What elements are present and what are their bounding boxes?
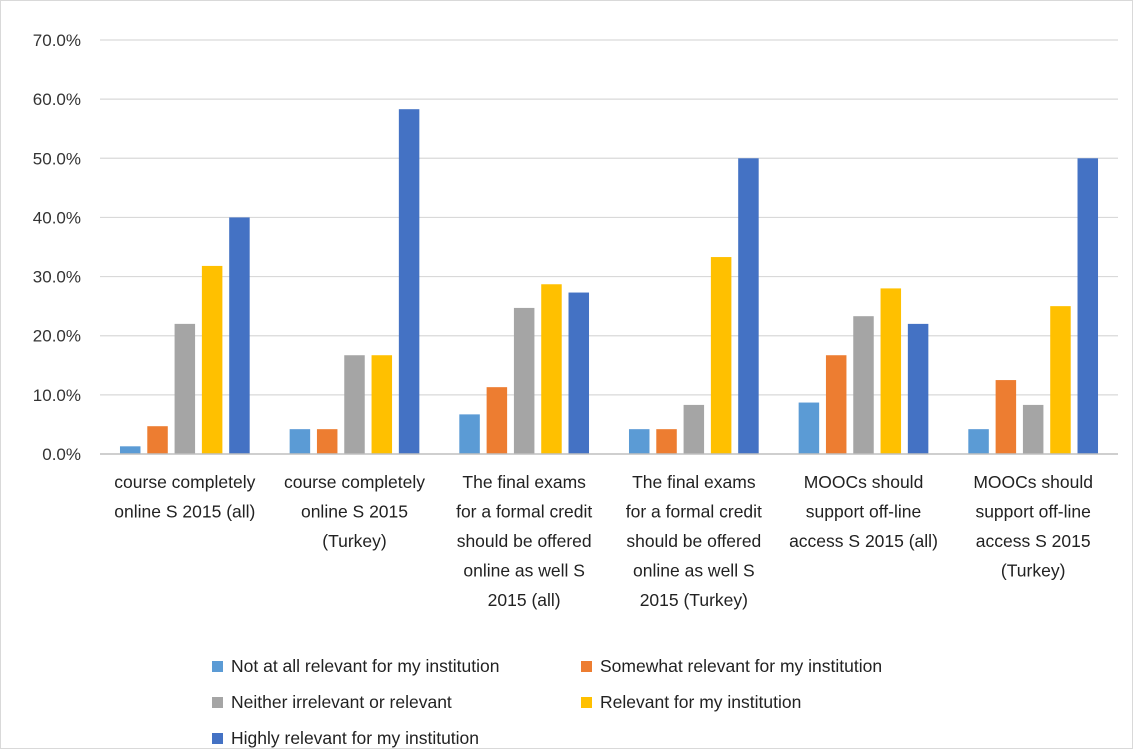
legend-label: Somewhat relevant for my institution xyxy=(600,656,883,676)
legend-item-somewhat-relevant: Somewhat relevant for my institution xyxy=(581,656,882,677)
x-category-label: MOOCs should xyxy=(804,472,924,492)
bar-series1-cat1 xyxy=(316,429,338,454)
bar-series3-cat4 xyxy=(880,288,902,454)
bar-series2-cat2 xyxy=(513,307,535,454)
bar-series4-cat1 xyxy=(398,109,420,454)
x-category-label: access S 2015 xyxy=(976,531,1091,551)
legend-swatch xyxy=(581,661,592,672)
x-category-label: (Turkey) xyxy=(322,531,387,551)
y-tick-label: 40.0% xyxy=(33,208,81,227)
y-tick-label: 50.0% xyxy=(33,149,81,168)
x-category-label: online as well S xyxy=(463,561,585,581)
bar-series0-cat3 xyxy=(628,429,650,454)
x-category-label: online S 2015 xyxy=(301,502,408,522)
y-tick-label: 0.0% xyxy=(42,445,81,464)
x-category-label: for a formal credit xyxy=(626,502,762,522)
bar-series0-cat2 xyxy=(459,414,480,454)
x-category-label: MOOCs should xyxy=(973,472,1093,492)
bar-series2-cat5 xyxy=(1022,404,1044,454)
bar-series3-cat0 xyxy=(201,265,223,454)
bar-series3-cat2 xyxy=(541,284,562,454)
x-category-label: for a formal credit xyxy=(456,502,592,522)
legend-item-not-at-all-relevant: Not at all relevant for my institution xyxy=(212,656,499,677)
legend-item-relevant: Relevant for my institution xyxy=(581,692,801,713)
y-tick-label: 20.0% xyxy=(33,327,81,346)
x-category-label: access S 2015 (all) xyxy=(789,531,938,551)
legend-label: Relevant for my institution xyxy=(600,692,802,712)
legend-swatch xyxy=(212,697,223,708)
x-category-label: should be offered xyxy=(626,531,761,551)
bar-series0-cat1 xyxy=(289,429,311,454)
bar-series1-cat3 xyxy=(656,429,677,454)
x-category-label: online as well S xyxy=(633,561,755,581)
bar-series3-cat1 xyxy=(371,355,393,454)
bar-series0-cat5 xyxy=(968,429,989,454)
bar-series4-cat2 xyxy=(568,292,590,454)
bar-series4-cat3 xyxy=(738,158,759,455)
x-category-label: 2015 (all) xyxy=(488,590,561,610)
legend-swatch xyxy=(581,697,592,708)
bar-series3-cat5 xyxy=(1050,306,1071,454)
bar-series1-cat5 xyxy=(995,380,1017,454)
y-tick-label: 60.0% xyxy=(33,90,81,109)
x-category-label: course completely xyxy=(114,472,255,492)
bar-series2-cat1 xyxy=(344,355,365,454)
y-tick-label: 10.0% xyxy=(33,386,81,405)
bar-series4-cat5 xyxy=(1077,158,1099,455)
gridlines xyxy=(100,39,1118,396)
legend-label: Highly relevant for my institution xyxy=(231,728,480,748)
bar-series2-cat0 xyxy=(174,323,196,454)
legend-item-neither: Neither irrelevant or relevant xyxy=(212,692,452,713)
x-category-label: online S 2015 (all) xyxy=(114,502,255,522)
x-category-label: (Turkey) xyxy=(1001,561,1066,581)
bar-series0-cat4 xyxy=(798,402,820,454)
bar-series2-cat4 xyxy=(853,316,874,454)
legend-label: Not at all relevant for my institution xyxy=(231,656,500,676)
legend-label: Neither irrelevant or relevant xyxy=(231,692,452,712)
legend-swatch xyxy=(212,733,223,744)
bar-series2-cat3 xyxy=(683,404,705,454)
y-tick-label: 70.0% xyxy=(33,31,81,50)
bar-series4-cat0 xyxy=(229,217,250,454)
y-axis-ticks: 0.0% 10.0% 20.0% 30.0% 40.0% 50.0% 60.0% 70.0% xyxy=(33,31,81,464)
legend-swatch xyxy=(212,661,223,672)
x-axis-labels: course completely online S 2015 (all) cour… xyxy=(114,472,1093,610)
bar-series0-cat0 xyxy=(119,446,141,454)
bar-series1-cat4 xyxy=(825,355,847,454)
x-category-label: The final exams xyxy=(462,472,586,492)
y-tick-label: 30.0% xyxy=(33,268,81,287)
x-category-label: support off-line xyxy=(975,502,1090,522)
bar-series1-cat0 xyxy=(147,426,168,454)
x-category-label: support off-line xyxy=(806,502,921,522)
bar-series4-cat4 xyxy=(907,323,929,454)
x-category-label: The final exams xyxy=(632,472,756,492)
bar-series1-cat2 xyxy=(486,387,508,454)
x-category-label: should be offered xyxy=(457,531,592,551)
bars xyxy=(119,109,1099,455)
bar-series3-cat3 xyxy=(710,257,732,454)
legend-item-highly-relevant: Highly relevant for my institution xyxy=(212,728,479,749)
x-category-label: 2015 (Turkey) xyxy=(640,590,748,610)
x-category-label: course completely xyxy=(284,472,425,492)
